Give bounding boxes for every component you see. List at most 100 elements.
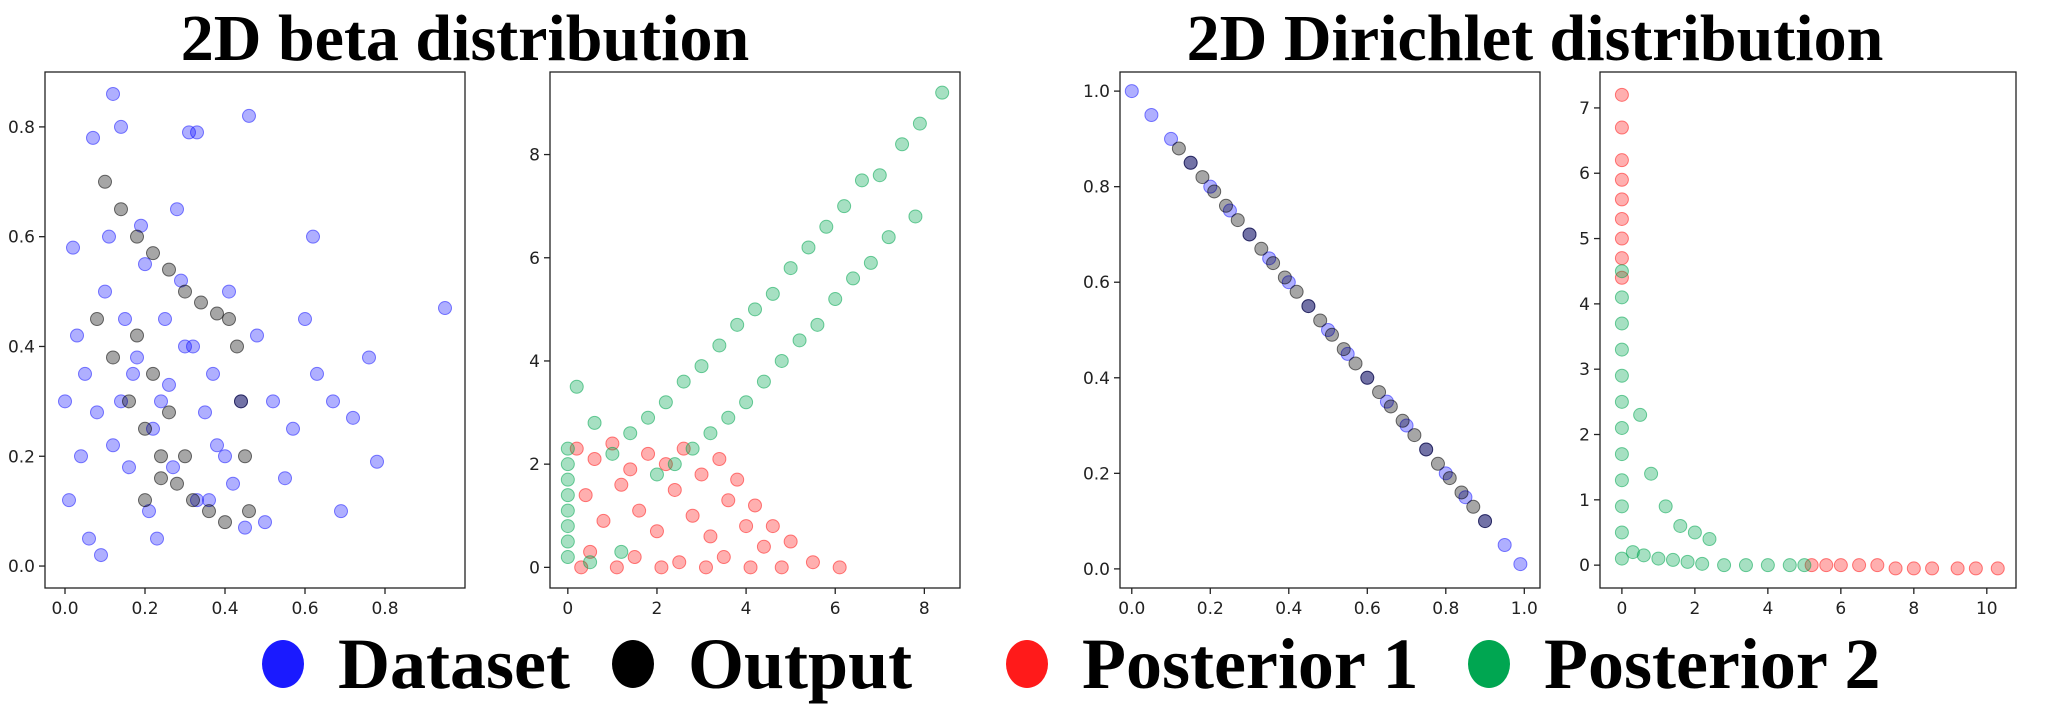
point [170, 476, 184, 491]
y-tick-label: 6 [1579, 164, 1590, 184]
point [210, 438, 224, 453]
point [1419, 442, 1434, 457]
point [218, 449, 232, 464]
point [158, 312, 172, 327]
point [1717, 558, 1732, 573]
y-tick-label: 0 [1579, 556, 1590, 576]
point [286, 421, 300, 436]
point [1614, 231, 1629, 246]
legend-label-posterior-1: Posterior 1 [1082, 623, 1419, 704]
point [756, 374, 771, 389]
point [703, 529, 718, 544]
point [854, 173, 869, 188]
point [238, 449, 252, 464]
beta-posterior-scatter: 0 2 4 6 8 0 2 4 6 8 [529, 71, 961, 619]
legend-item-output: Output [612, 618, 912, 709]
point [560, 534, 575, 549]
point [1430, 456, 1445, 471]
point [1207, 184, 1222, 199]
point [654, 560, 669, 575]
x-tick-label: 0.2 [1197, 599, 1224, 619]
point [694, 359, 709, 374]
point [1301, 299, 1316, 314]
y-tick-label: 0.4 [1083, 369, 1110, 389]
point [138, 493, 152, 508]
point [146, 366, 160, 381]
point [106, 350, 120, 365]
beta-group-title: 2D beta distribution [180, 2, 750, 75]
series-dataset [58, 86, 452, 563]
point [218, 515, 232, 530]
point [828, 292, 843, 307]
point [1738, 558, 1753, 573]
point [1183, 155, 1198, 170]
point [667, 457, 682, 472]
point [230, 339, 244, 354]
point [609, 560, 624, 575]
point [166, 460, 180, 475]
point [70, 328, 84, 343]
point [258, 515, 272, 530]
x-tick-label: 10 [1976, 599, 1998, 619]
point [1442, 471, 1457, 486]
point [641, 446, 656, 461]
point [587, 415, 602, 430]
point [1171, 141, 1186, 156]
point [721, 410, 736, 425]
point [819, 219, 834, 234]
point [1644, 466, 1659, 481]
point [623, 426, 638, 441]
x-tick-label: 0.8 [1432, 599, 1459, 619]
x-tick-label: 0.2 [131, 599, 158, 619]
point [206, 366, 220, 381]
point [1636, 548, 1651, 563]
legend-label-dataset: Dataset [338, 623, 570, 704]
point [649, 524, 664, 539]
point [658, 395, 673, 410]
point [130, 229, 144, 244]
point [278, 471, 292, 486]
point [783, 261, 798, 276]
legend-item-dataset: Dataset [262, 618, 570, 709]
dirichlet-group-title: 2D Dirichlet distribution [1186, 2, 1884, 75]
point [1336, 342, 1351, 357]
x-tick-label: 2 [652, 599, 663, 619]
point [130, 328, 144, 343]
x-tick-label: 0.4 [1275, 599, 1302, 619]
point [1614, 447, 1629, 462]
point [1218, 198, 1233, 213]
x-tick-label: 6 [1835, 599, 1846, 619]
point [743, 560, 758, 575]
point [1888, 561, 1903, 576]
point [712, 338, 727, 353]
point [90, 405, 104, 420]
point [560, 472, 575, 487]
point [605, 446, 620, 461]
point [146, 421, 160, 436]
point [198, 405, 212, 420]
point [1614, 120, 1629, 135]
point [1614, 420, 1629, 435]
y-tick-label: 0 [529, 558, 540, 578]
point [122, 460, 136, 475]
point [438, 301, 452, 316]
point [1466, 499, 1481, 514]
legend-dot-output [612, 639, 654, 688]
point [1950, 561, 1965, 576]
y-tick-label: 5 [1579, 230, 1590, 250]
x-tick-label: 0.0 [1118, 599, 1145, 619]
point [756, 539, 771, 554]
point [676, 374, 691, 389]
point [250, 328, 264, 343]
point [1614, 290, 1629, 305]
legend-dot-posterior-2 [1468, 639, 1510, 688]
y-tick-label: 0.4 [8, 337, 35, 357]
point [614, 544, 629, 559]
y-tick-label: 6 [529, 249, 540, 269]
point [162, 377, 176, 392]
point [801, 240, 816, 255]
point [694, 467, 709, 482]
point [774, 560, 789, 575]
point [178, 339, 192, 354]
y-tick-label: 1 [1579, 491, 1590, 511]
